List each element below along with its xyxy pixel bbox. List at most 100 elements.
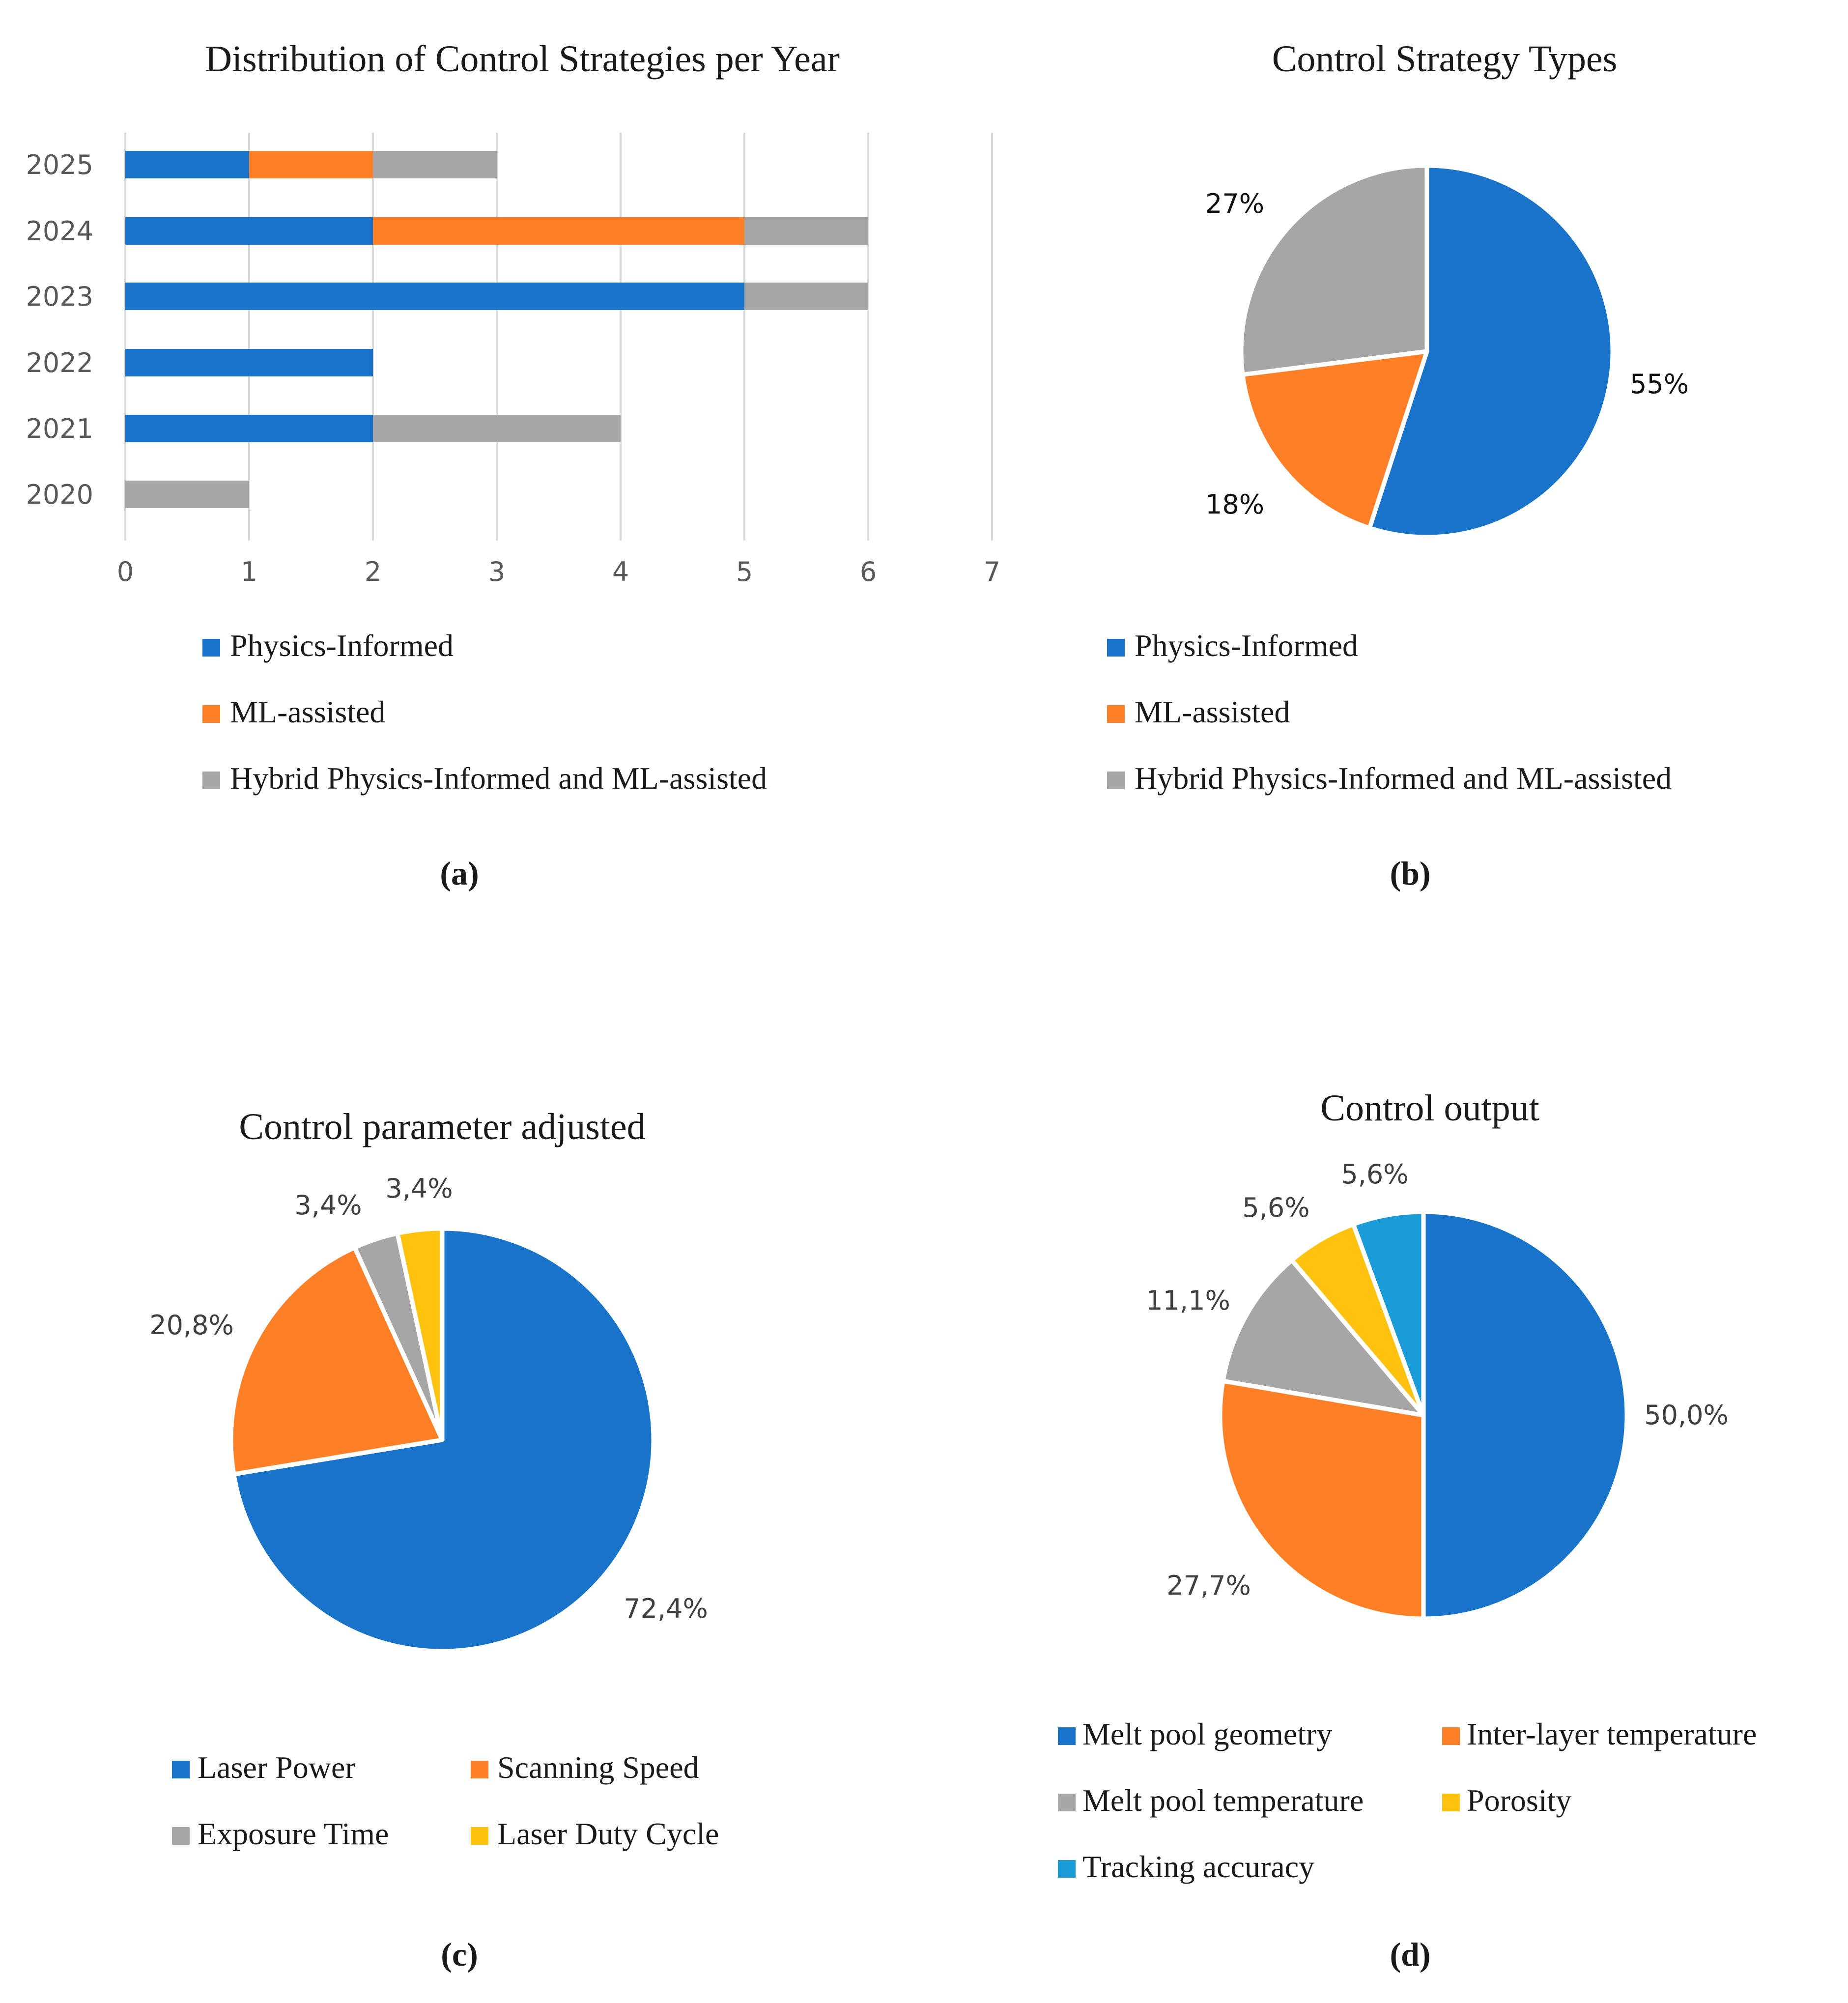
pie-slice-d-0 [1421, 1209, 1629, 1621]
pie-slice-d-4 [1351, 1209, 1426, 1418]
chart-a-legend-item-hybrid: Hybrid Physics-Informed and ML-assisted [202, 761, 767, 796]
legend-label: Hybrid Physics-Informed and ML-assisted [1135, 761, 1672, 796]
legend-label: Physics-Informed [230, 628, 454, 663]
panel-label-c: (c) [441, 1936, 478, 1973]
chart-d-title: Control output [1320, 1087, 1539, 1129]
chart-c-legend-item-exposure-time: Exposure Time [172, 1816, 389, 1851]
chart-c-legend-item-laser-duty-cycle: Laser Duty Cycle [471, 1816, 719, 1851]
data-label: 11,1% [1146, 1285, 1230, 1316]
x-tick-label: 4 [612, 556, 629, 587]
chart-d-data-labels: 50,0% 27,7% 11,1% 5,6% 5,6% [1146, 1159, 1729, 1601]
legend-swatch-melt-pool-temperature [1058, 1794, 1076, 1811]
data-label: 3,4% [385, 1173, 453, 1204]
chart-b-legend: Physics-Informed ML-assisted Hybrid Phys… [1107, 628, 1672, 796]
chart-a-bars [125, 151, 868, 508]
chart-a-legend-item-ml: ML-assisted [202, 694, 385, 729]
legend-swatch-exposure-time [172, 1827, 190, 1845]
legend-swatch-laser-power [172, 1761, 190, 1778]
chart-a-x-tick-labels: 0 1 2 3 4 5 6 7 [117, 556, 1000, 587]
legend-swatch-melt-pool-geometry [1058, 1727, 1076, 1745]
panel-label-a: (a) [440, 855, 479, 892]
chart-a-legend-item-physics: Physics-Informed [202, 628, 454, 663]
legend-swatch-hybrid [202, 772, 220, 789]
x-tick-label: 7 [984, 556, 1000, 587]
x-tick-label: 3 [488, 556, 505, 587]
legend-label: ML-assisted [230, 694, 385, 729]
data-label: 27% [1205, 188, 1264, 219]
panel-label-d: (d) [1390, 1936, 1430, 1973]
bar-2025-series-1 [249, 151, 373, 178]
legend-label: ML-assisted [1135, 694, 1290, 729]
legend-swatch-physics [1107, 639, 1125, 657]
data-label: 50,0% [1644, 1400, 1729, 1431]
chart-d-legend-item-melt-pool-geometry: Melt pool geometry [1058, 1717, 1332, 1751]
x-tick-label: 0 [117, 556, 134, 587]
data-label: 3,4% [294, 1190, 362, 1221]
panel-a: Distribution of Control Strategies per Y… [26, 38, 1001, 892]
panel-b: Control Strategy Types 55% 18% 27% Physics… [1107, 38, 1689, 892]
chart-a-gridlines [124, 133, 993, 541]
chart-b-title: Control Strategy Types [1272, 38, 1618, 80]
chart-a-y-tick-labels: 2025 2024 2023 2022 2021 2020 [26, 149, 93, 510]
bar-2021-series-0 [125, 415, 373, 442]
legend-label: Melt pool geometry [1082, 1717, 1332, 1751]
x-tick-label: 5 [736, 556, 753, 587]
chart-a-title: Distribution of Control Strategies per Y… [205, 38, 840, 80]
legend-swatch-ml [202, 705, 220, 723]
chart-c-pie [228, 1226, 656, 1654]
legend-swatch-hybrid [1107, 772, 1125, 789]
chart-d-legend-item-porosity: Porosity [1442, 1783, 1571, 1818]
data-label: 5,6% [1242, 1192, 1309, 1223]
x-tick-label: 1 [241, 556, 257, 587]
legend-label: Exposure Time [198, 1816, 389, 1851]
legend-label: Scanning Speed [497, 1750, 699, 1785]
chart-d-legend-item-inter-layer-temperature: Inter-layer temperature [1442, 1717, 1757, 1751]
legend-swatch-laser-duty-cycle [471, 1827, 488, 1845]
bar-2024-series-2 [744, 217, 868, 245]
data-label: 72,4% [624, 1593, 708, 1624]
bar-2021-series-2 [373, 415, 621, 442]
chart-d-legend: Melt pool geometry Inter-layer temperatu… [1058, 1717, 1757, 1884]
legend-swatch-porosity [1442, 1794, 1460, 1811]
bar-2025-series-2 [373, 151, 497, 178]
pie-slice-d-1 [1218, 1378, 1426, 1621]
x-tick-label: 6 [860, 556, 877, 587]
data-label: 55% [1630, 369, 1689, 400]
pie-slice-c-3 [395, 1226, 445, 1442]
pie-slice-d-2 [1221, 1258, 1426, 1418]
chart-b-legend-item-hybrid: Hybrid Physics-Informed and ML-assisted [1107, 761, 1672, 796]
chart-d-legend-item-melt-pool-temperature: Melt pool temperature [1058, 1783, 1364, 1818]
panel-d: Control output 50,0% 27,7% 11,1% 5,6% 5,6% M… [1058, 1087, 1757, 1973]
bar-2025-series-0 [125, 151, 249, 178]
legend-label: Melt pool temperature [1082, 1783, 1364, 1818]
legend-label: Tracking accuracy [1082, 1849, 1314, 1884]
chart-c-legend-item-scanning-speed: Scanning Speed [471, 1750, 699, 1785]
chart-c-legend: Laser Power Scanning Speed Exposure Time… [172, 1750, 719, 1851]
legend-swatch-scanning-speed [471, 1761, 488, 1778]
legend-label: Inter-layer temperature [1467, 1717, 1757, 1751]
bar-2023-series-0 [125, 283, 744, 310]
panel-c: Control parameter adjusted 72,4% 20,8% 3,4… [149, 1106, 719, 1973]
legend-label: Hybrid Physics-Informed and ML-assisted [230, 761, 767, 796]
pie-slice-c-1 [228, 1245, 445, 1477]
bar-2020-series-2 [125, 481, 249, 508]
data-label: 5,6% [1341, 1159, 1408, 1190]
pie-slice-b-0 [1367, 163, 1615, 540]
legend-label: Laser Power [198, 1750, 356, 1785]
chart-c-legend-item-laser-power: Laser Power [172, 1750, 356, 1785]
chart-d-pie [1218, 1209, 1629, 1621]
x-tick-label: 2 [365, 556, 381, 587]
bar-2024-series-0 [125, 217, 373, 245]
panel-label-b: (b) [1390, 855, 1430, 892]
chart-b-data-labels: 55% 18% 27% [1205, 188, 1689, 520]
legend-label: Porosity [1467, 1783, 1571, 1818]
y-tick-label: 2020 [26, 479, 93, 510]
legend-swatch-inter-layer-temperature [1442, 1727, 1460, 1745]
bar-2022-series-0 [125, 349, 373, 376]
chart-d-legend-item-tracking-accuracy: Tracking accuracy [1058, 1849, 1314, 1884]
chart-b-legend-item-ml: ML-assisted [1107, 694, 1290, 729]
legend-swatch-physics [202, 639, 220, 657]
bar-2024-series-1 [373, 217, 744, 245]
pie-slice-b-2 [1239, 163, 1429, 377]
